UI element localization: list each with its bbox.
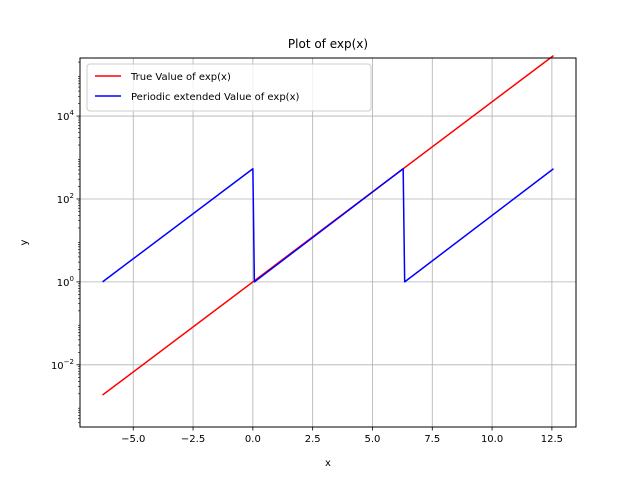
x-tick-label: 0.0 — [245, 434, 261, 445]
x-tick-label: 10.0 — [481, 434, 503, 445]
legend-box — [86, 63, 372, 112]
y-tick-label: 104 — [57, 109, 75, 123]
y-tick-label: 102 — [57, 192, 74, 206]
x-tick-label: 5.0 — [365, 434, 381, 445]
legend-label-1: True Value of exp(x) — [130, 72, 231, 83]
x-tick-label: −5.0 — [121, 434, 145, 445]
y-tick-label: 10−2 — [51, 358, 74, 372]
x-tick-label: 12.5 — [541, 434, 563, 445]
x-tick-label: 7.5 — [424, 434, 440, 445]
x-tick-label: −2.5 — [181, 434, 205, 445]
legend: True Value of exp(x) Periodic extended Va… — [86, 63, 372, 112]
ticks: −5.0 −2.5 0.0 2.5 5.0 7.5 10.0 12.5 10−2 100 102 10… — [51, 61, 563, 445]
grid — [80, 58, 576, 427]
chart-title: Plot of exp(x) — [288, 37, 368, 51]
series-line-2 — [102, 168, 554, 283]
legend-label-2: Periodic extended Value of exp(x) — [131, 92, 299, 103]
x-axis-label: x — [325, 458, 331, 469]
x-tick-label: 2.5 — [305, 434, 321, 445]
y-tick-label: 100 — [57, 275, 74, 289]
y-axis-label: y — [19, 239, 30, 245]
series-layer — [102, 55, 554, 396]
